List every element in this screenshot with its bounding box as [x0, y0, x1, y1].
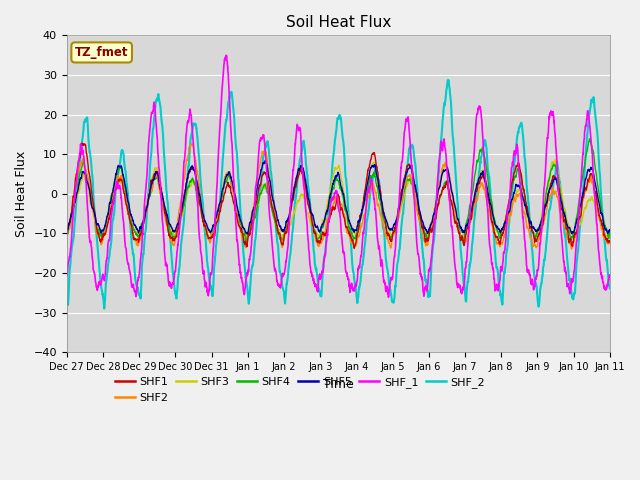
Title: Soil Heat Flux: Soil Heat Flux — [285, 15, 391, 30]
Line: SHF4: SHF4 — [67, 139, 610, 242]
Line: SHF_1: SHF_1 — [67, 56, 610, 297]
SHF3 — [460, 237, 468, 242]
SHF5 — [366, 167, 374, 173]
SHF_2 — [214, 219, 222, 225]
SHF_2 — [354, 295, 362, 301]
SHF_1 — [354, 266, 362, 272]
SHF4 — [586, 136, 594, 142]
SHF4 — [573, 213, 581, 218]
SHF1 — [606, 239, 614, 245]
SHF4 — [214, 205, 222, 211]
SHF_2 — [497, 292, 504, 298]
SHF_1 — [63, 272, 70, 277]
Line: SHF2: SHF2 — [67, 144, 610, 249]
SHF_2 — [573, 254, 581, 260]
SHF1 — [366, 160, 374, 166]
SHF5 — [63, 226, 70, 232]
SHF_1 — [558, 240, 566, 246]
SHF2 — [573, 230, 581, 236]
SHF2 — [366, 189, 374, 195]
SHF5 — [497, 230, 504, 236]
SHF5 — [355, 218, 362, 224]
SHF4 — [496, 236, 504, 241]
SHF1 — [214, 215, 222, 220]
SHF4 — [63, 231, 70, 237]
SHF_2 — [100, 306, 108, 312]
SHF1 — [558, 207, 566, 213]
X-axis label: Time: Time — [323, 378, 354, 391]
SHF_1 — [385, 294, 392, 300]
Line: SHF3: SHF3 — [67, 159, 610, 240]
SHF2 — [63, 230, 70, 236]
SHF3 — [552, 156, 559, 162]
SHF3 — [606, 231, 614, 237]
SHF_1 — [214, 156, 222, 162]
SHF1 — [63, 230, 70, 236]
SHF3 — [558, 193, 566, 199]
Text: TZ_fmet: TZ_fmet — [75, 46, 129, 59]
SHF3 — [63, 229, 70, 235]
Line: SHF_2: SHF_2 — [67, 80, 610, 309]
SHF_1 — [222, 53, 230, 59]
SHF_1 — [366, 185, 374, 191]
SHF3 — [496, 231, 504, 237]
SHF2 — [606, 239, 614, 245]
SHF_1 — [497, 269, 504, 275]
SHF5 — [573, 216, 581, 222]
SHF5 — [261, 157, 269, 163]
SHF5 — [214, 207, 222, 213]
SHF1 — [497, 241, 504, 247]
SHF3 — [365, 169, 373, 175]
SHF4 — [606, 227, 614, 232]
SHF3 — [573, 227, 581, 232]
SHF4 — [558, 198, 566, 204]
Y-axis label: Soil Heat Flux: Soil Heat Flux — [15, 151, 28, 237]
SHF4 — [242, 239, 250, 245]
Line: SHF5: SHF5 — [67, 160, 610, 234]
SHF2 — [354, 234, 362, 240]
SHF3 — [214, 209, 222, 215]
SHF2 — [558, 214, 566, 220]
SHF2 — [214, 204, 222, 210]
SHF1 — [573, 225, 581, 231]
SHF5 — [558, 202, 566, 208]
SHF2 — [188, 141, 196, 147]
SHF5 — [606, 227, 614, 233]
SHF_2 — [558, 207, 566, 213]
SHF_1 — [573, 232, 581, 238]
SHF_2 — [444, 77, 452, 83]
Line: SHF1: SHF1 — [67, 143, 610, 248]
SHF2 — [496, 244, 504, 250]
SHF1 — [78, 140, 86, 146]
SHF_2 — [366, 194, 374, 200]
SHF3 — [354, 223, 362, 229]
SHF2 — [568, 246, 575, 252]
SHF4 — [354, 227, 362, 233]
SHF_1 — [606, 272, 614, 277]
SHF1 — [350, 245, 358, 251]
SHF_2 — [63, 298, 70, 304]
SHF1 — [355, 228, 362, 234]
SHF_2 — [606, 286, 614, 291]
SHF4 — [366, 175, 374, 181]
Legend: SHF1, SHF2, SHF3, SHF4, SHF5, SHF_1, SHF_2: SHF1, SHF2, SHF3, SHF4, SHF5, SHF_1, SHF… — [110, 372, 490, 407]
SHF5 — [244, 231, 252, 237]
